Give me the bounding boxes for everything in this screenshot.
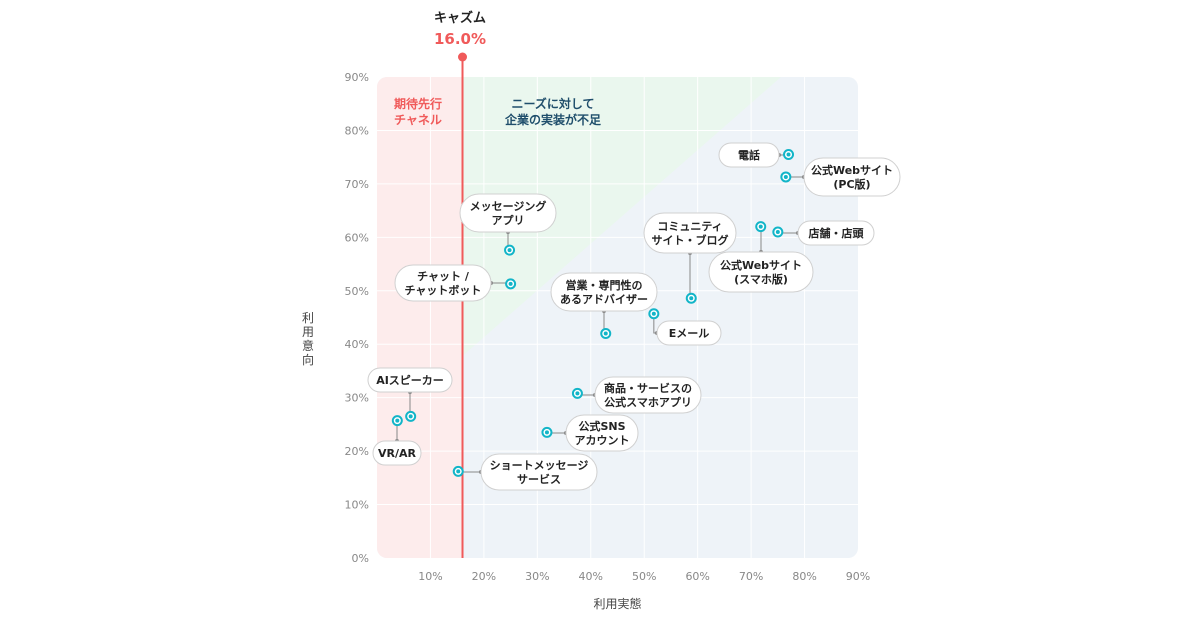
y-tick-label: 90% [345,71,369,84]
x-tick-label: 50% [632,570,656,583]
data-point-core [456,469,461,474]
data-point-group: 公式Webサイト(スマホ版) [708,221,814,293]
data-point-core [775,229,780,234]
point-label-bubble [708,251,814,293]
needs-gap-zone [462,77,782,356]
chasm-title: キャズム [434,10,486,26]
point-label: メッセージングアプリ [470,199,547,227]
point-label: チャット /チャットボット [405,270,482,297]
data-point-group: チャット /チャットボット [394,264,517,302]
point-label-bubble [656,320,722,346]
point-label: VR/AR [378,447,417,460]
y-tick-label: 10% [345,499,369,512]
y-axis-title-char: 利 [302,311,314,325]
y-axis-title-char: 用 [302,325,314,339]
point-label-bubble [594,376,702,414]
data-point-core [651,311,656,316]
zone-label: 期待先行チャネル [394,96,442,127]
data-point-core [508,281,513,286]
data-point-group: 公式SNS アカウント [541,414,639,452]
chasm-value: 16.0% [434,30,486,48]
data-point-core [783,174,788,179]
data-point-group: Eメール [648,308,722,346]
point-label: AIスピーカー [376,374,444,387]
x-tick-label: 30% [525,570,549,583]
data-point-group: 店舗・店頭 [772,220,875,246]
data-point-group: メッセージングアプリ [459,193,557,256]
point-label: 公式SNS アカウント [575,419,630,447]
zone-label: ニーズに対して企業の実装が不足 [504,96,601,127]
point-label: 営業・専門性のあるアドバイザー [560,278,648,306]
y-tick-label: 20% [345,445,369,458]
point-label-bubble [459,193,557,233]
y-tick-label: 30% [345,392,369,405]
chasm-dot [458,52,468,62]
data-point-group: 商品・サービスの公式スマホアプリ [571,376,702,414]
data-point-group: AIスピーカー [367,367,453,422]
x-axis-ticks: 10% 20% 30% 40% 50% 60% 70% 80% 90% [418,570,870,583]
x-tick-label: 60% [685,570,709,583]
data-point-group: VR/AR [372,415,422,466]
point-label-bubble [803,157,901,197]
data-point-group: 電話 [718,142,795,168]
data-point-core [575,391,580,396]
x-axis-title: 利用実態 [593,596,641,611]
data-point-core [689,296,694,301]
point-label: ショートメッセージサービス [490,459,589,486]
x-tick-label: 20% [472,570,496,583]
x-tick-label: 40% [579,570,603,583]
point-label-bubble [718,142,780,168]
data-point-group: コミュニティサイト・ブログ [643,212,737,304]
y-axis-title: 利用意向 [302,311,314,367]
x-tick-label: 80% [792,570,816,583]
y-tick-label: 40% [345,338,369,351]
y-axis-ticks: 0% 10% 20% 30% 40% 50% 60% 70% 80% 90% [345,71,369,565]
point-label-bubble [372,440,422,466]
y-axis-title-char: 意 [302,338,314,353]
y-tick-label: 50% [345,285,369,298]
expectation-zone [377,77,463,558]
point-label: 電話 [738,148,760,162]
y-tick-label: 70% [345,178,369,191]
point-label: 店舗・店頭 [809,226,865,240]
y-tick-label: 80% [345,124,369,137]
x-tick-label: 90% [846,570,870,583]
y-tick-label: 0% [352,552,369,565]
point-label-bubble [797,220,875,246]
data-point-core [395,418,400,423]
point-label-bubble [394,264,492,302]
data-point-core [507,248,512,253]
point-label-bubble [480,453,598,491]
x-tick-label: 10% [418,570,442,583]
point-label: コミュニティサイト・ブログ [652,220,729,247]
x-tick-label: 70% [739,570,763,583]
point-label-bubble [367,367,453,393]
data-point-core [544,430,549,435]
data-point-core [758,224,763,229]
data-point-core [786,152,791,157]
point-label-bubble [565,414,639,452]
point-label: 公式Webサイト(スマホ版) [720,258,802,286]
point-label: 商品・サービスの公式スマホアプリ [604,381,692,409]
data-point-core [603,331,608,336]
plot-background [377,77,858,558]
data-point-core [408,414,413,419]
data-point-group: 公式Webサイト(PC版) [780,157,901,197]
point-label: Eメール [669,327,710,340]
y-tick-label: 60% [345,231,369,244]
point-label-bubble [643,212,737,254]
data-point-group: 営業・専門性のあるアドバイザー [550,272,658,340]
y-axis-title-char: 向 [302,352,314,367]
data-point-group: ショートメッセージサービス [452,453,598,491]
point-label-bubble [550,272,658,312]
point-label: 公式Webサイト(PC版) [811,163,893,191]
zone-labels: 期待先行チャネル ニーズに対して企業の実装が不足 [394,96,601,127]
